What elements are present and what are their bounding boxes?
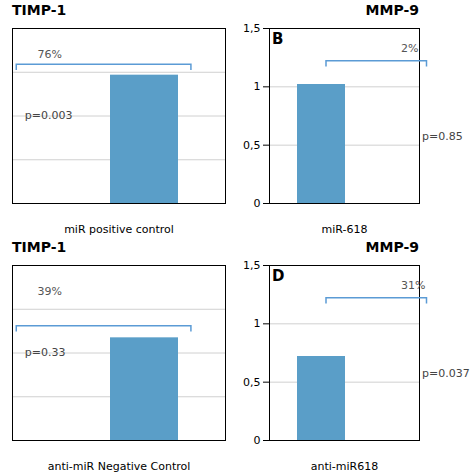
svg-text:76%: 76% (38, 48, 62, 61)
svg-text:miR-618: miR-618 (322, 223, 368, 236)
svg-text:1: 1 (254, 80, 261, 93)
svg-text:anti-miR Negative Control: anti-miR Negative Control (48, 460, 191, 473)
svg-text:0,5: 0,5 (243, 139, 261, 152)
svg-text:B: B (272, 30, 283, 48)
svg-text:1,5: 1,5 (243, 22, 261, 35)
html-text:MMP-9: MMP-9 (365, 2, 419, 18)
html-text:TIMP-1: TIMP-1 (12, 2, 67, 18)
svg-text:anti-miR618: anti-miR618 (311, 460, 378, 473)
svg-text:0: 0 (254, 197, 261, 210)
svg-text:31%: 31% (401, 279, 425, 292)
svg-text:0: 0 (254, 434, 261, 447)
svg-text:p=0.85: p=0.85 (422, 130, 463, 143)
svg-text:miR positive control: miR positive control (64, 223, 174, 236)
svg-text:p=0.33: p=0.33 (25, 346, 66, 359)
svg-text:39%: 39% (38, 285, 62, 298)
svg-text:p=0.003: p=0.003 (25, 109, 73, 122)
svg-text:1,5: 1,5 (243, 259, 261, 272)
svg-text:0,5: 0,5 (243, 376, 261, 389)
html-text:MMP-9: MMP-9 (365, 239, 419, 255)
svg-text:D: D (272, 267, 284, 285)
html-text:TIMP-1: TIMP-1 (12, 239, 67, 255)
svg-text:1: 1 (254, 317, 261, 330)
svg-text:p=0.037: p=0.037 (422, 367, 470, 380)
svg-text:2%: 2% (401, 42, 418, 55)
